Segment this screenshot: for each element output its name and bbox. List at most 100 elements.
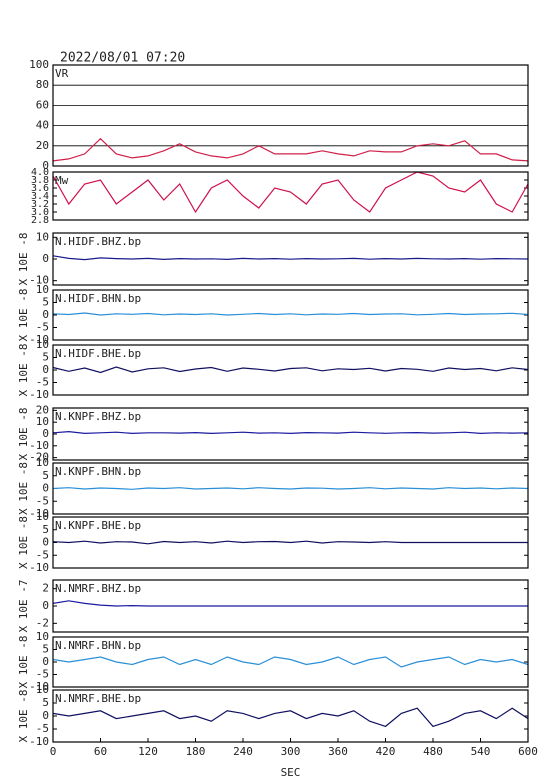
x-tick-label: 360 — [328, 745, 348, 758]
y-tick-label: 0 — [42, 308, 49, 321]
panel-frame — [52, 636, 529, 688]
y-tick-label: 0 — [42, 655, 49, 668]
panel-frame — [52, 232, 529, 286]
series-line — [52, 255, 529, 261]
y-tick-label: -5 — [36, 668, 49, 681]
y-axis-label: X 10E -8 — [17, 289, 30, 342]
x-axis-label: SEC — [281, 766, 301, 779]
y-tick-label: 80 — [36, 78, 49, 91]
panel-frame — [52, 289, 529, 341]
y-tick-label: 3.0 — [31, 207, 49, 218]
y-tick-label: 0 — [42, 536, 49, 549]
y-tick-label: 20 — [36, 403, 49, 416]
y-tick-label: 0 — [42, 252, 49, 265]
panel-label: Mw — [55, 174, 69, 187]
y-tick-label: -10 — [29, 439, 49, 452]
series-line — [52, 600, 528, 607]
y-tick-label: 5 — [42, 696, 49, 709]
panel-frame — [52, 407, 529, 461]
panel-label: N.HIDF.BHZ.bp — [55, 235, 141, 248]
y-tick-label: 3.6 — [31, 183, 49, 194]
panel-frame — [52, 516, 529, 569]
x-tick-label: 300 — [281, 745, 301, 758]
y-tick-label: 3.4 — [31, 191, 49, 202]
y-tick-label: 10 — [36, 630, 49, 643]
y-tick-label: 3.8 — [31, 175, 49, 186]
y-tick-label: -10 — [29, 333, 49, 346]
panel-frame — [52, 462, 529, 515]
panel-frame — [52, 171, 529, 221]
y-axis-label: X 10E -8 — [17, 636, 30, 689]
y-tick-label: 10 — [36, 456, 49, 469]
y-tick-label: 0 — [42, 709, 49, 722]
y-tick-label: -2 — [36, 616, 49, 629]
y-tick-label: 3.2 — [31, 199, 49, 210]
series-line — [52, 430, 529, 435]
panel-label: N.KNPF.BHN.bp — [55, 465, 141, 478]
panel-frame — [52, 64, 529, 167]
y-tick-label: -5 — [36, 722, 49, 735]
y-axis-label: X 10E -8 — [17, 408, 30, 461]
y-axis-label: X 10E -8 — [17, 344, 30, 397]
panel-label: N.NMRF.BHE.bp — [55, 692, 141, 705]
panel-label: N.NMRF.BHZ.bp — [55, 582, 141, 595]
panel-label: VR — [55, 67, 69, 80]
x-tick-label: 420 — [376, 745, 396, 758]
y-tick-label: -10 — [29, 274, 49, 287]
title: 2022/08/01 07:20 — [60, 51, 185, 66]
y-tick-label: 5 — [42, 643, 49, 656]
y-tick-label: -5 — [36, 321, 49, 334]
series-line — [52, 171, 529, 214]
y-tick-label: 0 — [42, 159, 49, 172]
y-tick-label: 40 — [36, 119, 49, 132]
y-tick-label: 4.0 — [31, 167, 49, 178]
y-tick-label: 5 — [42, 469, 49, 482]
panel-label: N.NMRF.BHN.bp — [55, 639, 141, 652]
y-tick-label: 10 — [36, 338, 49, 351]
series-line — [52, 312, 529, 316]
y-tick-label: -10 — [29, 507, 49, 520]
y-tick-label: -10 — [29, 680, 49, 693]
x-tick-label: 600 — [518, 745, 538, 758]
y-tick-label: 0 — [42, 363, 49, 376]
y-tick-label: 60 — [36, 98, 49, 111]
y-tick-label: 100 — [29, 58, 49, 71]
y-tick-label: -10 — [29, 735, 49, 748]
y-tick-label: 0 — [42, 599, 49, 612]
x-tick-label: 120 — [138, 745, 158, 758]
x-tick-label: 240 — [233, 745, 253, 758]
y-tick-label: 20 — [36, 139, 49, 152]
y-tick-label: -5 — [36, 376, 49, 389]
series-line — [52, 540, 528, 545]
y-tick-label: 5 — [42, 296, 49, 309]
y-tick-label: 10 — [36, 283, 49, 296]
x-tick-label: 180 — [186, 745, 206, 758]
y-tick-label: -5 — [36, 548, 49, 561]
y-tick-label: 5 — [42, 523, 49, 536]
y-tick-label: 10 — [36, 510, 49, 523]
panel-frame — [52, 579, 529, 633]
y-axis-label: X 10E -8 — [17, 233, 30, 286]
series-line — [52, 137, 529, 162]
y-tick-label: -10 — [29, 388, 49, 401]
y-tick-label: 2 — [42, 582, 49, 595]
series-line — [52, 707, 529, 728]
panel-label: N.KNPF.BHZ.bp — [55, 410, 141, 423]
y-tick-label: -20 — [29, 451, 49, 464]
panel-label: N.KNPF.BHE.bp — [55, 519, 141, 532]
series-line — [52, 656, 529, 668]
y-tick-label: 0 — [42, 427, 49, 440]
series-line — [52, 366, 529, 374]
y-tick-label: 5 — [42, 351, 49, 364]
x-tick-label: 0 — [50, 745, 57, 758]
y-tick-label: 0 — [42, 482, 49, 495]
y-axis-label: X 10E -8 — [17, 690, 30, 743]
y-tick-label: 10 — [36, 415, 49, 428]
y-tick-label: 10 — [36, 683, 49, 696]
series-line — [52, 487, 529, 490]
y-tick-label: 10 — [36, 230, 49, 243]
y-axis-label: X 10E -8 — [17, 462, 30, 515]
y-axis-label: X 10E -7 — [17, 580, 30, 633]
y-tick-label: -5 — [36, 494, 49, 507]
